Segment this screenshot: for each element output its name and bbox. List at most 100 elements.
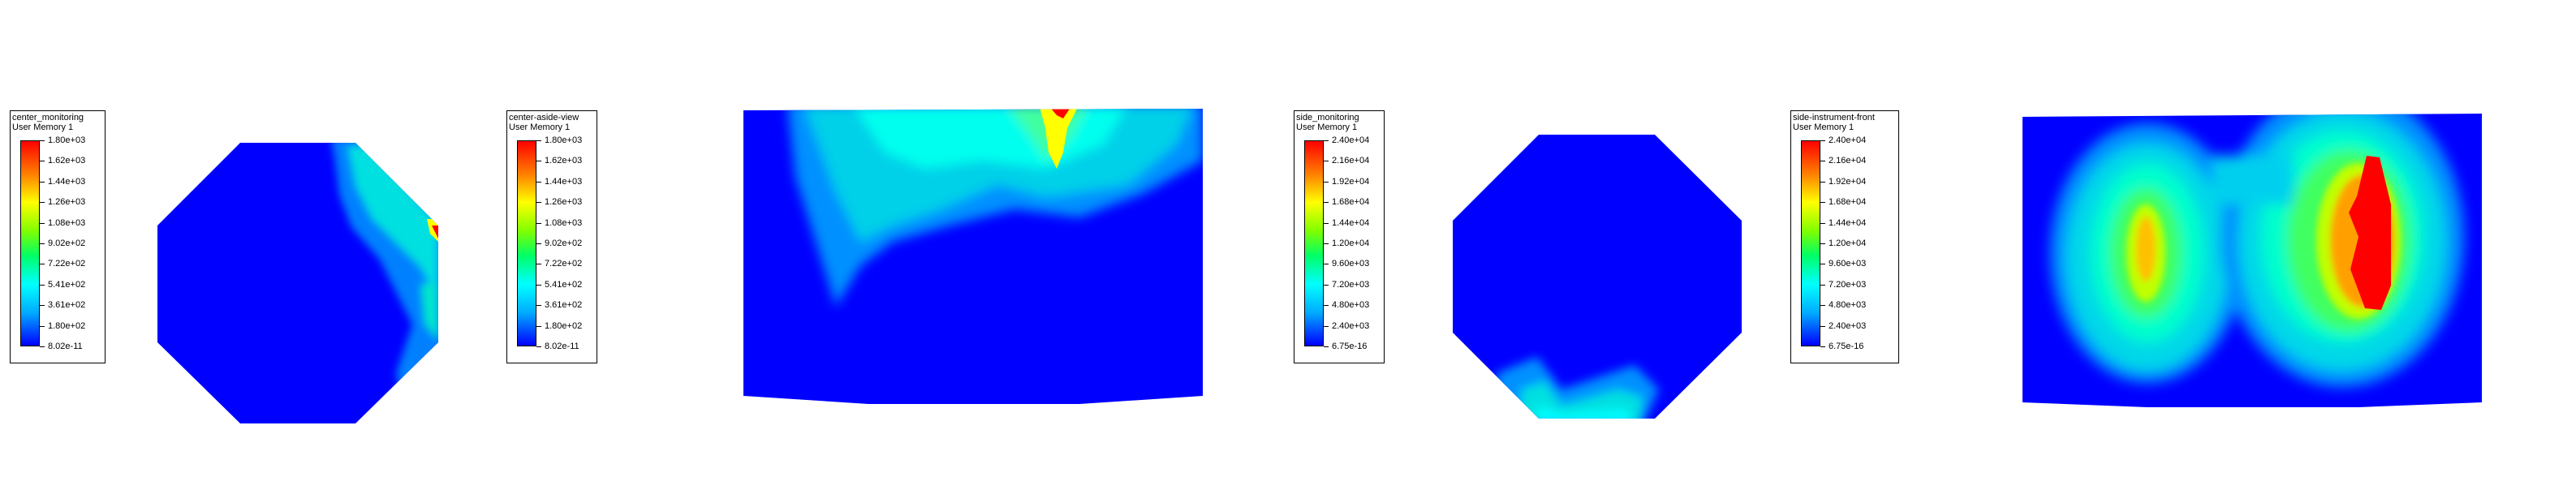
legend-title: center_monitoring xyxy=(12,113,84,122)
tick-mark xyxy=(1324,140,1329,141)
tick-mark xyxy=(1820,243,1825,244)
legend-title: center-aside-view xyxy=(509,113,579,122)
color-bar xyxy=(1304,140,1324,346)
color-bar xyxy=(20,140,40,346)
tick-mark xyxy=(536,346,541,347)
tick-label: 7.20e+03 xyxy=(1332,279,1370,290)
tick-label: 1.44e+04 xyxy=(1332,217,1370,228)
contour-region xyxy=(347,146,438,300)
tick-label: 1.20e+04 xyxy=(1332,238,1370,248)
tick-label: 2.40e+04 xyxy=(1332,135,1370,145)
hot-spot xyxy=(427,219,438,242)
tick-mark xyxy=(1324,325,1329,327)
tick-label: 1.68e+04 xyxy=(1829,197,1867,208)
tick-mark xyxy=(1324,284,1329,286)
legend-side-instrument-front: side-instrument-front User Memory 1 2.40… xyxy=(1790,110,1899,363)
contour-region xyxy=(420,284,438,341)
tick-label: 2.40e+03 xyxy=(1829,320,1867,331)
tick-label: 4.80e+03 xyxy=(1332,300,1370,311)
tick-label: 4.80e+03 xyxy=(1829,300,1867,311)
tick-label: 1.44e+03 xyxy=(545,176,583,187)
tick-label: 1.44e+03 xyxy=(48,176,86,187)
tick-mark xyxy=(1820,140,1825,141)
tick-label: 2.40e+04 xyxy=(1829,135,1867,145)
legend-quantity: User Memory 1 xyxy=(509,122,571,132)
tick-mark xyxy=(536,202,541,204)
legend-center-aside-view: center-aside-view User Memory 1 1.80e+03… xyxy=(506,110,597,363)
tick-label: 3.61e+02 xyxy=(48,300,86,311)
tick-mark xyxy=(536,284,541,286)
tick-label: 1.08e+03 xyxy=(48,217,86,228)
tick-mark xyxy=(1820,305,1825,307)
hot-spot xyxy=(2136,217,2156,281)
tick-mark xyxy=(1324,222,1329,224)
tick-mark xyxy=(1324,243,1329,244)
contour-plot-center-monitoring xyxy=(157,143,438,423)
tick-mark xyxy=(40,284,45,286)
tick-label: 1.62e+03 xyxy=(545,156,583,166)
legend-quantity: User Memory 1 xyxy=(1793,122,1854,132)
tick-label: 7.22e+02 xyxy=(545,259,583,269)
tick-label: 1.80e+03 xyxy=(48,135,86,145)
tick-mark xyxy=(1324,305,1329,307)
color-bar xyxy=(1801,140,1820,346)
tick-mark xyxy=(536,243,541,244)
hot-spot xyxy=(432,226,438,238)
tick-mark xyxy=(536,325,541,327)
tick-label: 1.44e+04 xyxy=(1829,217,1867,228)
tick-label: 1.80e+02 xyxy=(48,320,86,331)
hot-spot xyxy=(2349,156,2391,310)
contour-plot-center-aside-view xyxy=(743,109,1203,404)
tick-mark xyxy=(1324,202,1329,204)
tick-label: 8.02e-11 xyxy=(545,342,579,351)
hot-spot xyxy=(1047,109,1073,118)
tick-label: 1.92e+04 xyxy=(1332,176,1370,187)
contour-plot-side-instrument-front xyxy=(2022,114,2482,407)
tick-mark xyxy=(1820,325,1825,327)
tick-label: 1.68e+04 xyxy=(1332,197,1370,208)
tick-mark xyxy=(40,202,45,204)
tick-label: 1.80e+02 xyxy=(545,320,583,331)
tick-label: 3.61e+02 xyxy=(545,300,583,311)
tick-mark xyxy=(1820,222,1825,224)
tick-mark xyxy=(1820,284,1825,286)
tick-mark xyxy=(1324,181,1329,183)
tick-label: 2.16e+04 xyxy=(1332,156,1370,166)
tick-label: 1.92e+04 xyxy=(1829,176,1867,187)
tick-label: 1.26e+03 xyxy=(48,197,86,208)
tick-label: 7.22e+02 xyxy=(48,259,86,269)
hot-spot xyxy=(1039,109,1079,169)
legend-side-monitoring: side_monitoring User Memory 1 2.40e+04 2.… xyxy=(1294,110,1385,363)
legend-title: side-instrument-front xyxy=(1793,113,1875,122)
tick-mark xyxy=(1820,202,1825,204)
tick-mark xyxy=(536,305,541,307)
tick-label: 6.75e-16 xyxy=(1829,342,1864,351)
tick-mark xyxy=(40,222,45,224)
tick-mark xyxy=(40,305,45,307)
tick-label: 2.16e+04 xyxy=(1829,156,1867,166)
tick-label: 2.40e+03 xyxy=(1332,320,1370,331)
tick-label: 8.02e-11 xyxy=(48,342,83,351)
tick-label: 1.08e+03 xyxy=(545,217,583,228)
tick-mark xyxy=(536,222,541,224)
tick-mark xyxy=(536,140,541,141)
tick-mark xyxy=(40,346,45,347)
tick-label: 9.02e+02 xyxy=(545,238,583,248)
tick-label: 1.26e+03 xyxy=(545,197,583,208)
tick-label: 7.20e+03 xyxy=(1829,279,1867,290)
legend-quantity: User Memory 1 xyxy=(1296,122,1358,132)
tick-mark xyxy=(40,243,45,244)
tick-label: 1.62e+03 xyxy=(48,156,86,166)
tick-mark xyxy=(40,140,45,141)
tick-mark xyxy=(40,181,45,183)
tick-label: 1.20e+04 xyxy=(1829,238,1867,248)
tick-label: 9.60e+03 xyxy=(1829,259,1867,269)
legend-quantity: User Memory 1 xyxy=(12,122,74,132)
tick-label: 5.41e+02 xyxy=(545,279,583,290)
tick-label: 5.41e+02 xyxy=(48,279,86,290)
contour-plot-side-monitoring xyxy=(1453,135,1742,419)
background-field xyxy=(1453,135,1742,419)
color-bar xyxy=(517,140,536,346)
contour-region xyxy=(2212,156,2294,204)
legend-center-monitoring: center_monitoring User Memory 1 1.80e+03… xyxy=(10,110,106,363)
